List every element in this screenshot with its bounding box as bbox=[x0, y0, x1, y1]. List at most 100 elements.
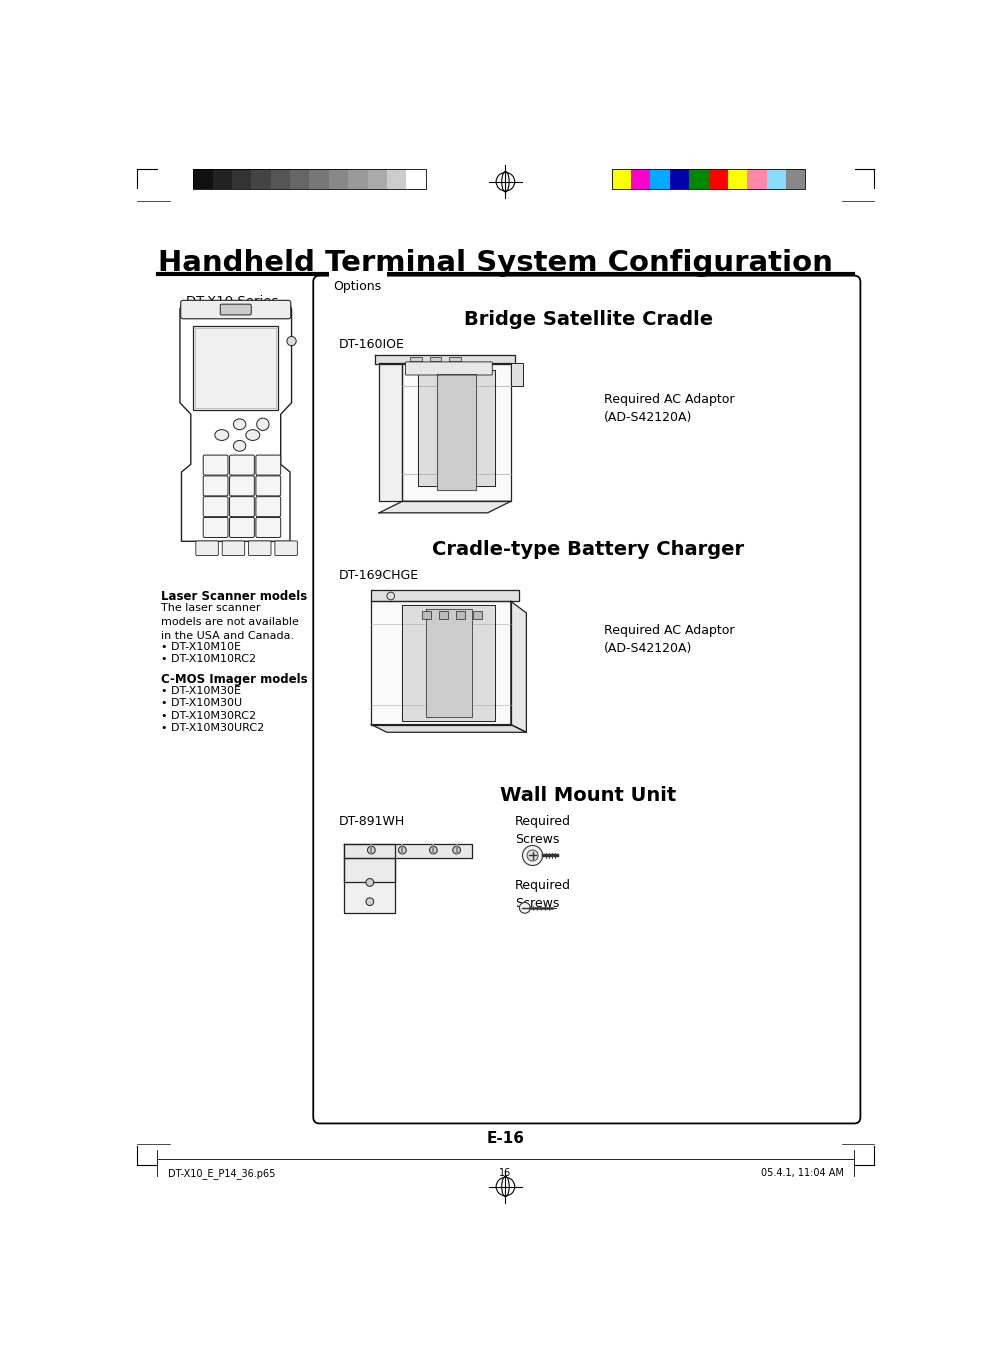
Circle shape bbox=[387, 592, 394, 600]
FancyBboxPatch shape bbox=[220, 305, 251, 315]
Bar bbox=[766, 169, 785, 188]
Bar bbox=[785, 169, 805, 188]
Bar bbox=[348, 169, 367, 188]
Bar bbox=[251, 169, 270, 188]
Text: DT-160IOE: DT-160IOE bbox=[338, 338, 404, 351]
Bar bbox=[727, 169, 746, 188]
FancyBboxPatch shape bbox=[195, 542, 218, 555]
Circle shape bbox=[429, 846, 437, 854]
Bar bbox=[472, 612, 482, 619]
Text: 05.4.1, 11:04 AM: 05.4.1, 11:04 AM bbox=[760, 1169, 843, 1178]
Bar bbox=[439, 612, 448, 619]
Text: DT-169CHGE: DT-169CHGE bbox=[338, 569, 418, 582]
Bar bbox=[456, 612, 464, 619]
Bar bbox=[688, 169, 708, 188]
Circle shape bbox=[398, 846, 406, 854]
Polygon shape bbox=[379, 501, 511, 513]
Text: • DT-X10M30RC2: • DT-X10M30RC2 bbox=[161, 711, 255, 720]
Polygon shape bbox=[344, 844, 471, 858]
Polygon shape bbox=[425, 609, 471, 716]
FancyBboxPatch shape bbox=[230, 475, 254, 496]
Bar bbox=[195, 328, 276, 408]
FancyBboxPatch shape bbox=[255, 517, 280, 538]
Polygon shape bbox=[371, 601, 511, 724]
Bar bbox=[212, 169, 232, 188]
Circle shape bbox=[256, 418, 269, 431]
Polygon shape bbox=[511, 601, 526, 733]
Bar bbox=[429, 356, 441, 362]
FancyBboxPatch shape bbox=[248, 542, 271, 555]
FancyBboxPatch shape bbox=[222, 542, 245, 555]
Text: • DT-X10M30URC2: • DT-X10M30URC2 bbox=[161, 723, 263, 733]
FancyBboxPatch shape bbox=[275, 542, 297, 555]
Text: • DT-X10M30U: • DT-X10M30U bbox=[161, 699, 242, 708]
FancyBboxPatch shape bbox=[230, 517, 254, 538]
Circle shape bbox=[522, 845, 542, 865]
Bar bbox=[421, 612, 431, 619]
Bar bbox=[328, 271, 387, 283]
Text: C-MOS Imager models: C-MOS Imager models bbox=[161, 673, 307, 686]
FancyBboxPatch shape bbox=[180, 301, 291, 318]
Text: DT-X10_E_P14_36.p65: DT-X10_E_P14_36.p65 bbox=[169, 1169, 275, 1179]
Text: The laser scanner
models are not available
in the USA and Canada.: The laser scanner models are not availab… bbox=[161, 603, 298, 640]
Polygon shape bbox=[402, 363, 511, 501]
Text: Required
Screws: Required Screws bbox=[515, 815, 570, 846]
Text: Handheld Terminal System Configuration: Handheld Terminal System Configuration bbox=[158, 249, 832, 276]
Polygon shape bbox=[344, 844, 394, 913]
Text: • DT-X10M10RC2: • DT-X10M10RC2 bbox=[161, 654, 255, 663]
Bar bbox=[309, 169, 328, 188]
Bar bbox=[193, 169, 425, 188]
Polygon shape bbox=[179, 303, 291, 542]
FancyBboxPatch shape bbox=[203, 517, 228, 538]
Ellipse shape bbox=[233, 440, 246, 451]
FancyBboxPatch shape bbox=[203, 475, 228, 496]
Bar bbox=[630, 169, 650, 188]
Polygon shape bbox=[402, 605, 495, 720]
Text: • DT-X10M30E: • DT-X10M30E bbox=[161, 686, 241, 696]
Circle shape bbox=[527, 850, 537, 861]
Text: Options: Options bbox=[333, 280, 382, 294]
Bar bbox=[328, 169, 348, 188]
Bar bbox=[708, 169, 727, 188]
Text: 16: 16 bbox=[499, 1169, 511, 1178]
FancyBboxPatch shape bbox=[203, 455, 228, 475]
Text: DT-891WH: DT-891WH bbox=[338, 815, 404, 827]
Text: Required AC Adaptor
(AD-S42120A): Required AC Adaptor (AD-S42120A) bbox=[603, 624, 734, 655]
Bar bbox=[511, 363, 522, 386]
Ellipse shape bbox=[246, 429, 259, 440]
Bar bbox=[406, 169, 425, 188]
Text: Laser Scanner models: Laser Scanner models bbox=[161, 590, 307, 603]
Ellipse shape bbox=[215, 429, 229, 440]
Bar bbox=[611, 169, 630, 188]
Bar bbox=[611, 169, 805, 188]
FancyBboxPatch shape bbox=[255, 497, 280, 517]
Bar bbox=[746, 169, 766, 188]
FancyBboxPatch shape bbox=[405, 362, 492, 375]
Bar bbox=[193, 169, 212, 188]
Text: Bridge Satellite Cradle: Bridge Satellite Cradle bbox=[463, 310, 712, 329]
FancyBboxPatch shape bbox=[230, 497, 254, 517]
Text: Required
Screws: Required Screws bbox=[515, 879, 570, 910]
Circle shape bbox=[366, 898, 374, 906]
Polygon shape bbox=[417, 371, 495, 486]
Text: Cradle-type Battery Charger: Cradle-type Battery Charger bbox=[432, 540, 743, 559]
Bar bbox=[270, 169, 290, 188]
Polygon shape bbox=[371, 724, 526, 733]
Polygon shape bbox=[371, 590, 518, 601]
Bar bbox=[367, 169, 387, 188]
Text: DT-X10 Series: DT-X10 Series bbox=[185, 295, 278, 307]
Bar bbox=[449, 356, 460, 362]
FancyBboxPatch shape bbox=[203, 497, 228, 517]
FancyBboxPatch shape bbox=[255, 475, 280, 496]
Bar bbox=[650, 169, 669, 188]
Text: • DT-X10M10E: • DT-X10M10E bbox=[161, 642, 241, 653]
FancyBboxPatch shape bbox=[255, 455, 280, 475]
Bar bbox=[669, 169, 688, 188]
Bar bbox=[290, 169, 309, 188]
Circle shape bbox=[366, 879, 374, 887]
Bar bbox=[410, 356, 421, 362]
Polygon shape bbox=[344, 858, 394, 883]
Polygon shape bbox=[437, 374, 475, 490]
Ellipse shape bbox=[233, 418, 246, 429]
Bar bbox=[232, 169, 251, 188]
